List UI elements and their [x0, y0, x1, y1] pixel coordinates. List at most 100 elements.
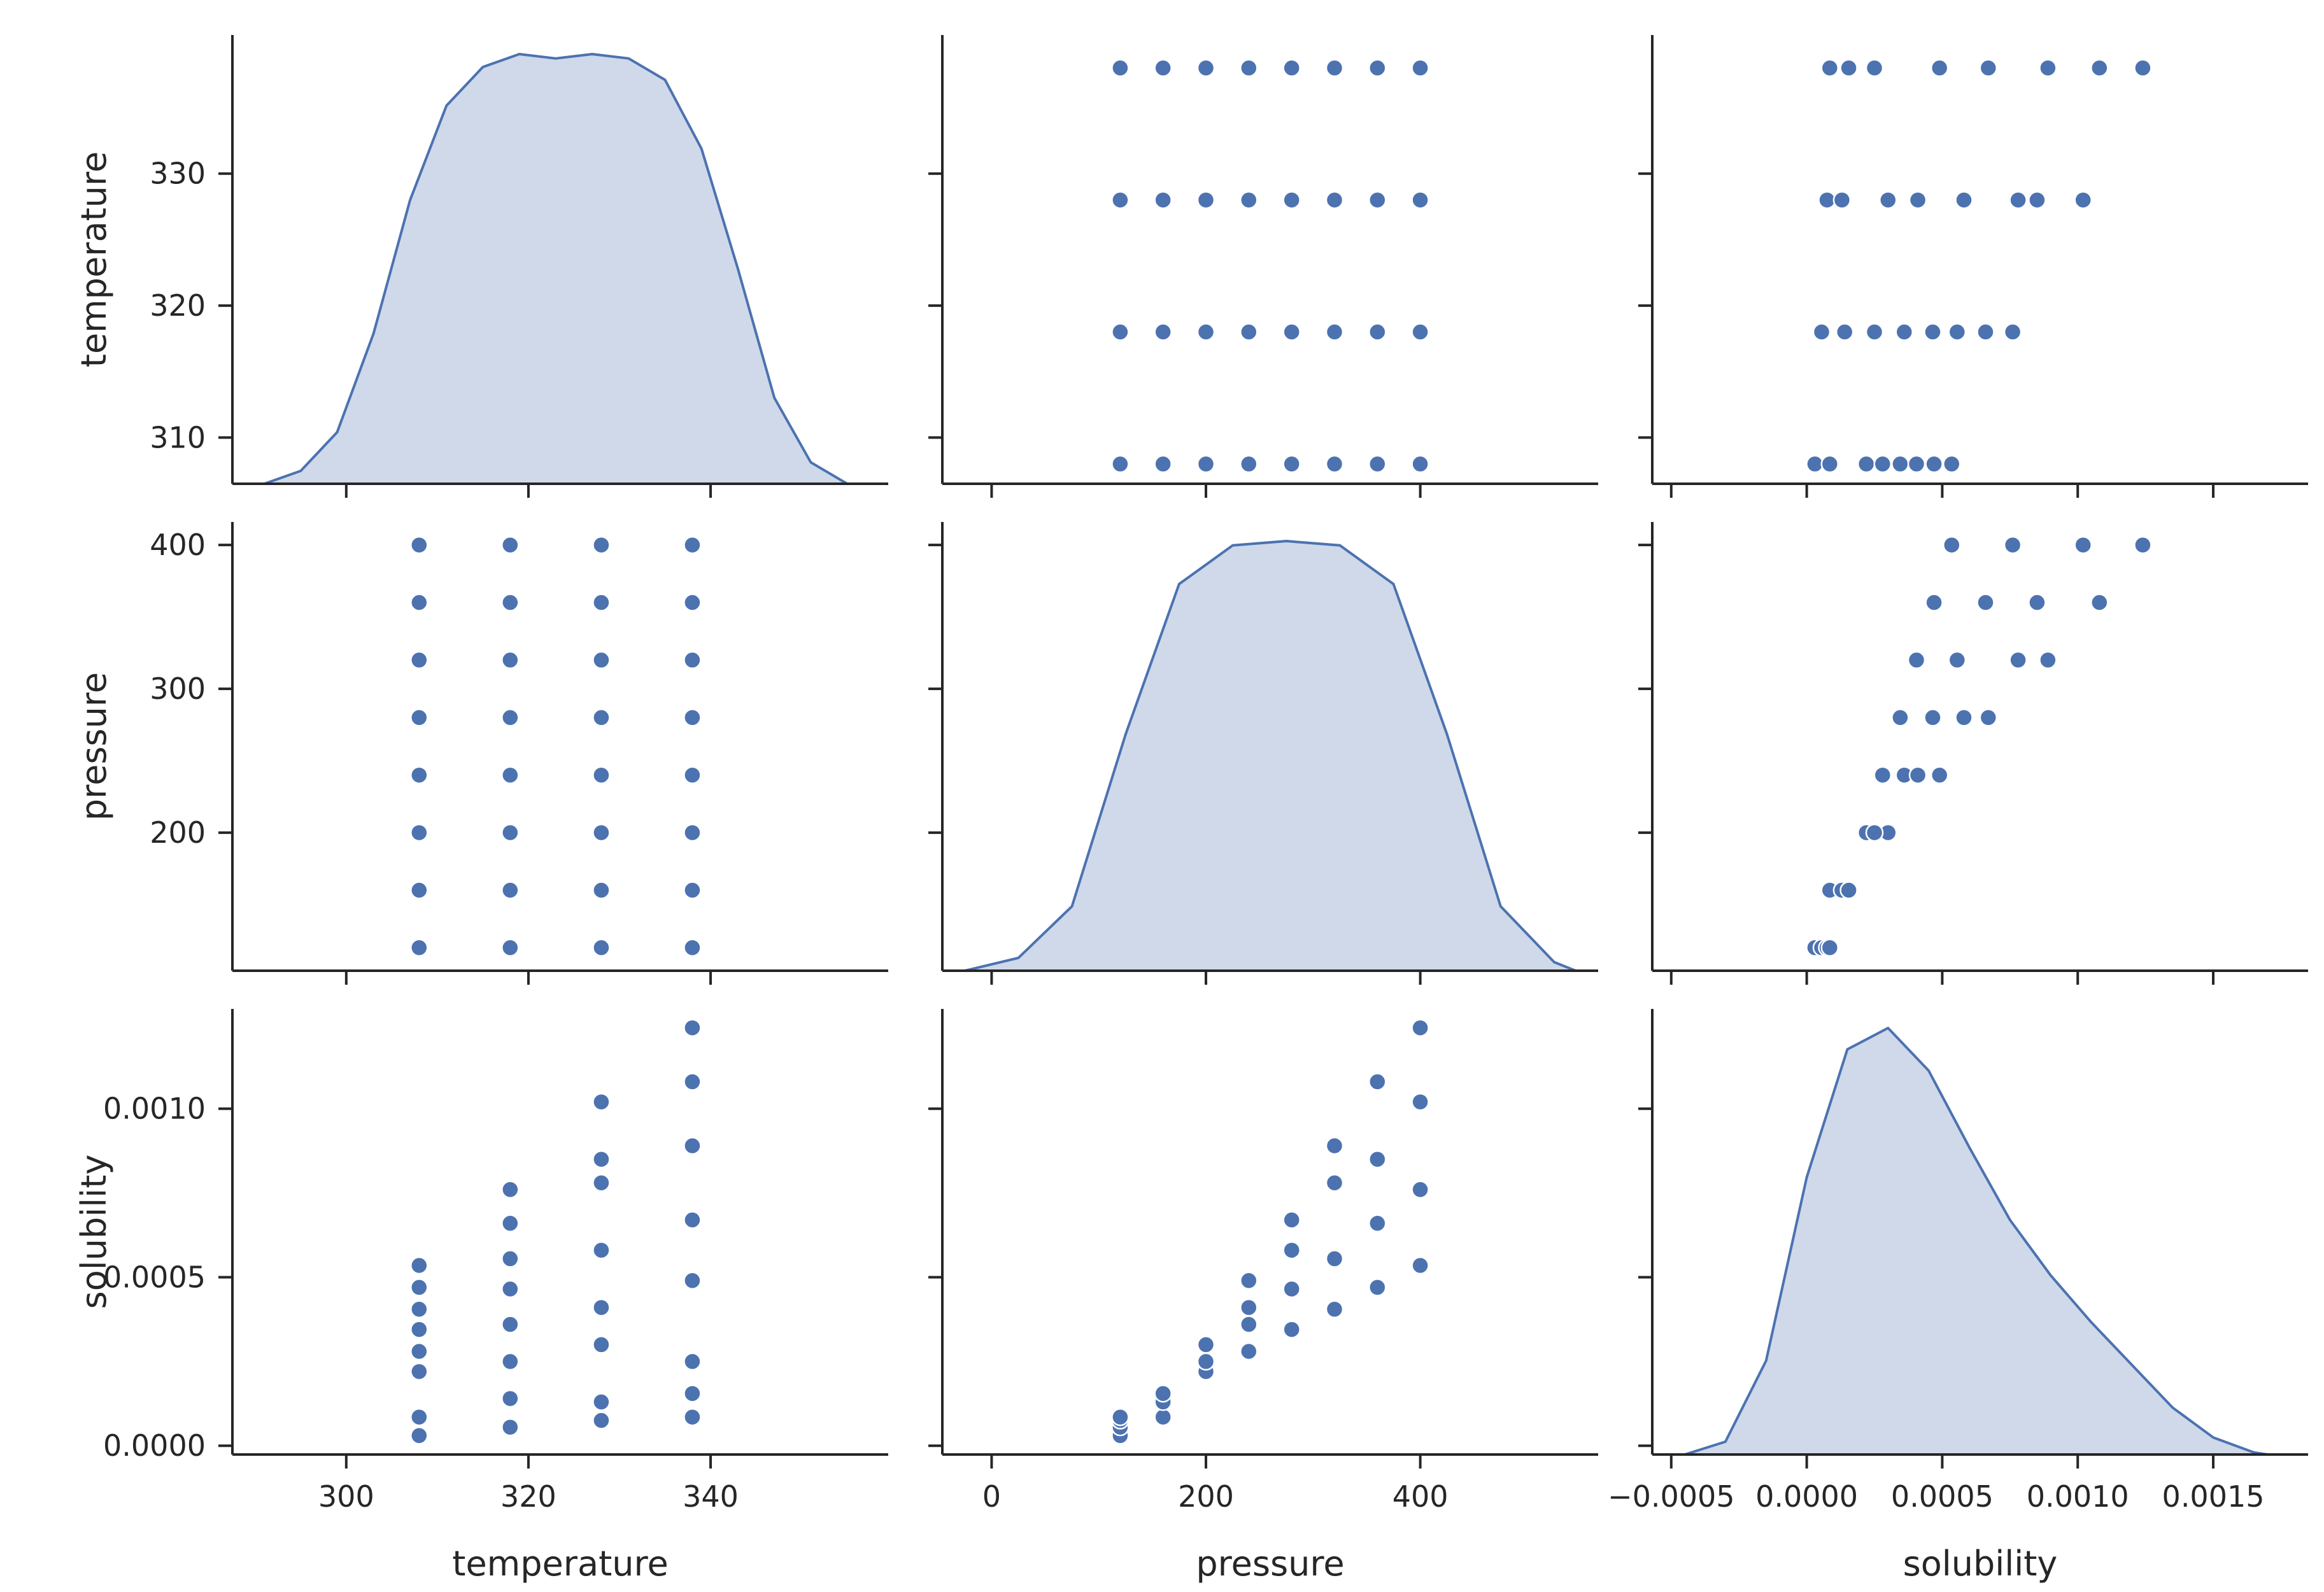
- point-pressure-temperature-27: [1240, 59, 1258, 78]
- point-solubility-temperature-30: [2090, 59, 2109, 78]
- panel-pressure-vs-temperature: 200 300 400: [150, 522, 888, 985]
- point-temperature-pressure-24: [683, 938, 702, 957]
- point-temperature-pressure-30: [683, 593, 702, 612]
- point-solubility-pressure-13: [1948, 651, 1967, 670]
- point-solubility-pressure-21: [2009, 651, 2027, 670]
- point-temperature-pressure-27: [683, 766, 702, 784]
- point-temperature-solubility-16: [592, 1411, 611, 1430]
- point-solubility-temperature-20: [1955, 190, 1973, 209]
- point-pressure-temperature-11: [1240, 323, 1258, 341]
- x-tick-label-solubility: 0.0010: [2027, 1479, 2129, 1514]
- point-pressure-solubility-15: [1411, 1180, 1429, 1199]
- point-solubility-temperature-0: [1806, 454, 1824, 474]
- y-tick-label-pressure: 300: [150, 672, 206, 706]
- point-pressure-temperature-7: [1411, 454, 1429, 474]
- point-temperature-pressure-9: [501, 881, 520, 899]
- x-tick-label-solubility: 0.0015: [2162, 1479, 2265, 1514]
- point-solubility-pressure-30: [2090, 593, 2109, 612]
- point-pressure-temperature-28: [1282, 59, 1301, 78]
- point-solubility-temperature-5: [1907, 454, 1926, 474]
- point-temperature-solubility-29: [683, 1136, 702, 1155]
- point-solubility-temperature-24: [1820, 59, 1839, 78]
- point-temperature-solubility-17: [592, 1393, 611, 1411]
- y-tick-label-solubility: 0.0010: [103, 1092, 206, 1126]
- point-pressure-temperature-8: [1111, 323, 1130, 341]
- point-pressure-temperature-23: [1411, 190, 1429, 209]
- point-pressure-solubility-27: [1240, 1271, 1258, 1290]
- point-temperature-pressure-8: [501, 938, 520, 957]
- point-solubility-pressure-25: [1839, 881, 1858, 899]
- point-temperature-pressure-17: [592, 881, 611, 899]
- point-solubility-pressure-15: [2003, 535, 2022, 554]
- point-solubility-pressure-27: [1930, 766, 1949, 784]
- x-tick-label-solubility: 0.0000: [1755, 1479, 1858, 1514]
- point-pressure-temperature-2: [1196, 454, 1215, 474]
- point-pressure-temperature-18: [1196, 190, 1215, 209]
- point-solubility-pressure-5: [1907, 651, 1926, 670]
- point-pressure-solubility-22: [1368, 1150, 1387, 1169]
- point-pressure-temperature-14: [1368, 323, 1387, 341]
- point-solubility-temperature-11: [1895, 323, 1914, 341]
- point-solubility-temperature-28: [1979, 59, 1998, 78]
- point-solubility-pressure-29: [2039, 651, 2057, 670]
- point-temperature-solubility-9: [501, 1389, 520, 1408]
- point-solubility-temperature-22: [2028, 190, 2046, 209]
- panel-solubility-vs-solubility: −0.0005 0.0000 0.0005 0.0010 0.0015: [1608, 1009, 2308, 1514]
- point-temperature-solubility-11: [501, 1315, 520, 1334]
- point-temperature-pressure-3: [410, 766, 429, 784]
- point-temperature-solubility-18: [592, 1335, 611, 1354]
- point-pressure-solubility-26: [1196, 1352, 1215, 1371]
- point-pressure-temperature-24: [1111, 59, 1130, 78]
- y-tick-label-temperature: 320: [150, 288, 206, 323]
- point-pressure-solubility-13: [1325, 1250, 1344, 1268]
- x-tick-label-temperature: 320: [500, 1479, 556, 1514]
- point-temperature-solubility-13: [501, 1250, 520, 1268]
- point-temperature-pressure-31: [683, 535, 702, 554]
- point-solubility-pressure-4: [1891, 708, 1910, 727]
- point-solubility-pressure-19: [1908, 766, 1927, 784]
- point-solubility-pressure-22: [2028, 593, 2046, 612]
- point-temperature-pressure-28: [683, 708, 702, 727]
- point-pressure-temperature-12: [1282, 323, 1301, 341]
- point-pressure-solubility-7: [1411, 1256, 1429, 1275]
- point-pressure-solubility-5: [1325, 1300, 1344, 1319]
- panel-temperature-vs-solubility: [1638, 35, 2308, 498]
- point-temperature-solubility-5: [410, 1300, 429, 1319]
- point-pressure-solubility-6: [1368, 1278, 1387, 1297]
- point-solubility-pressure-24: [1820, 938, 1839, 957]
- point-temperature-solubility-25: [683, 1384, 702, 1403]
- point-temperature-pressure-6: [410, 593, 429, 612]
- point-temperature-solubility-3: [410, 1342, 429, 1361]
- point-solubility-temperature-6: [1925, 454, 1943, 474]
- point-solubility-temperature-2: [1857, 454, 1876, 474]
- x-tick-label-pressure: 400: [1392, 1479, 1449, 1514]
- point-solubility-temperature-17: [1832, 190, 1852, 209]
- point-temperature-solubility-24: [683, 1407, 702, 1426]
- point-pressure-temperature-5: [1325, 454, 1344, 474]
- point-temperature-pressure-21: [592, 651, 611, 670]
- kde-fill-temperature: [264, 54, 847, 484]
- point-pressure-temperature-13: [1325, 323, 1344, 341]
- point-solubility-temperature-13: [1948, 323, 1967, 341]
- point-pressure-solubility-18: [1196, 1335, 1215, 1354]
- point-pressure-solubility-28: [1282, 1211, 1301, 1229]
- point-pressure-solubility-23: [1411, 1092, 1429, 1111]
- point-temperature-solubility-22: [592, 1150, 611, 1169]
- point-solubility-temperature-8: [1812, 323, 1831, 341]
- point-solubility-temperature-16: [1818, 190, 1836, 209]
- point-solubility-temperature-3: [1873, 454, 1892, 474]
- panel-pressure-vs-pressure: [928, 522, 1598, 985]
- point-pressure-temperature-20: [1282, 190, 1301, 209]
- point-pressure-solubility-24: [1111, 1407, 1130, 1426]
- point-solubility-pressure-31: [2134, 535, 2152, 554]
- point-solubility-temperature-21: [2009, 190, 2027, 209]
- point-pressure-solubility-4: [1282, 1320, 1301, 1339]
- point-pressure-temperature-15: [1411, 323, 1429, 341]
- point-pressure-solubility-11: [1240, 1315, 1258, 1334]
- point-pressure-temperature-16: [1111, 190, 1130, 209]
- point-pressure-temperature-25: [1154, 59, 1172, 78]
- point-pressure-temperature-6: [1368, 454, 1387, 474]
- point-solubility-pressure-26: [1865, 823, 1884, 842]
- point-temperature-solubility-7: [410, 1256, 429, 1275]
